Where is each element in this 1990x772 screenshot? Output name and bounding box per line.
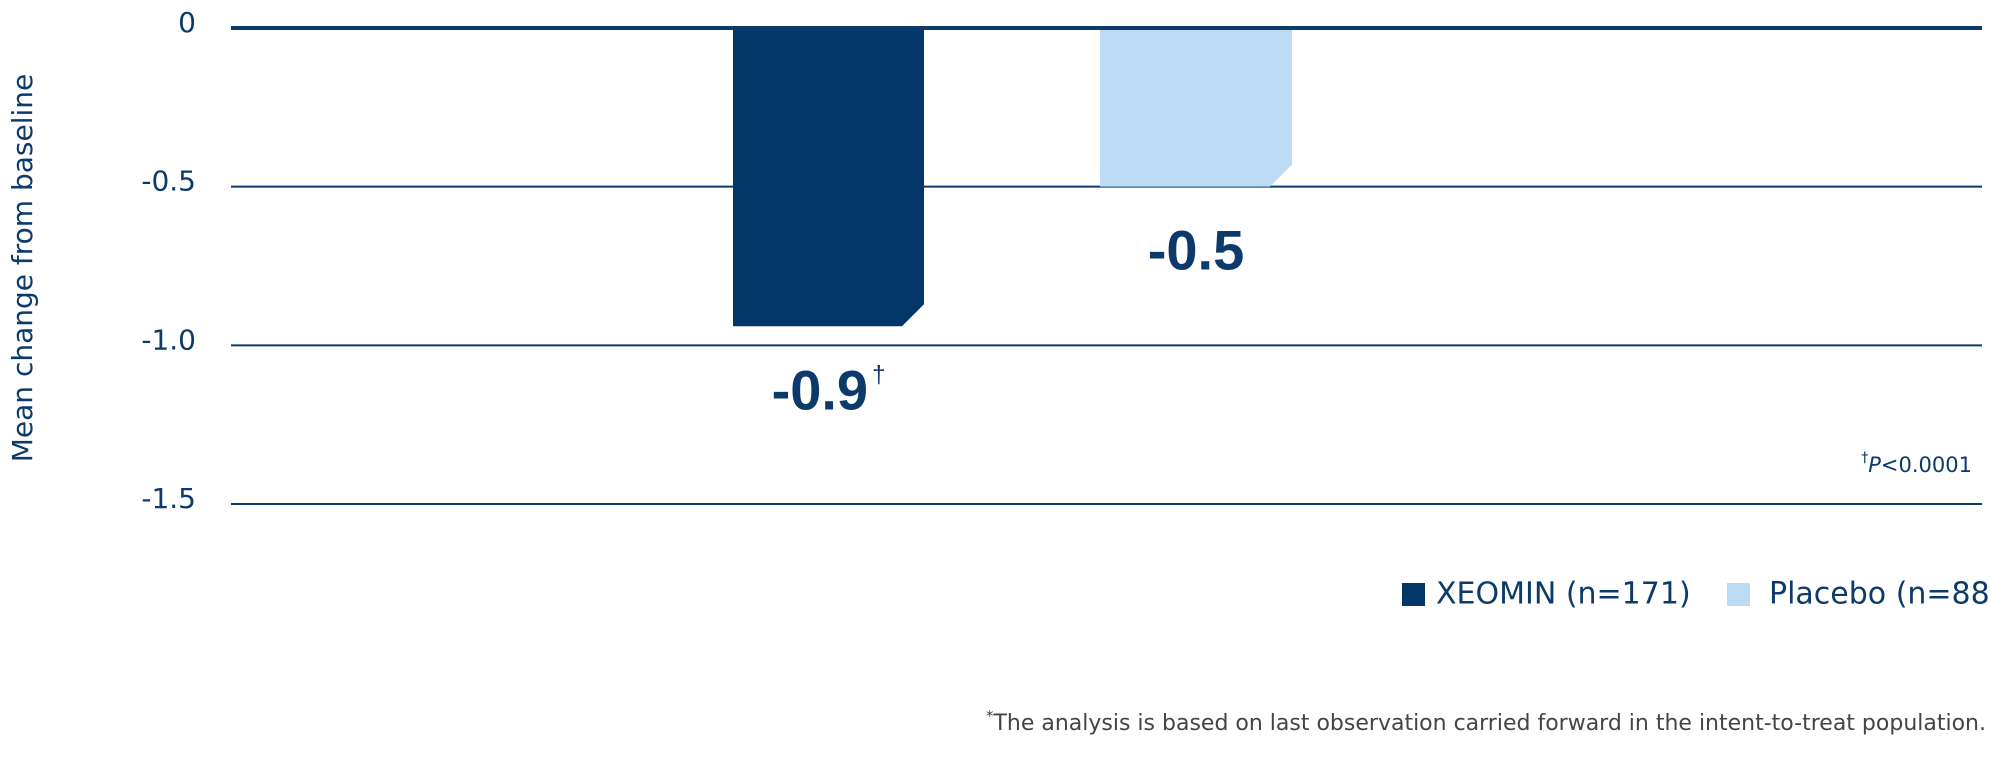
value-label: -0.9 † [772,358,886,421]
value-label-text: -0.5 [1148,218,1245,281]
note-mark: † [1861,450,1868,466]
legend-label: Placebo (n=88) [1769,577,1990,612]
y-tick-label: -0.5 [141,165,196,198]
note-symbol: P [1868,453,1881,477]
value-label: -0.5 [1148,218,1245,281]
value-label-mark: † [872,362,885,389]
footnote-text: The analysis is based on last observatio… [992,711,1986,736]
y-tick-label: 0 [178,6,196,39]
y-tick-label: -1.0 [141,323,196,356]
footnote: *The analysis is based on last observati… [986,707,1986,737]
note-text: <0.0001 [1881,453,1972,477]
y-axis-label: Mean change from baseline [6,74,39,462]
value-label-text: -0.9 [772,358,869,421]
footnote-mark: * [986,707,994,725]
legend-swatch [1402,583,1425,606]
bar [733,30,924,327]
y-tick-label: -1.5 [141,482,196,515]
legend-label: XEOMIN (n=171) [1436,577,1691,612]
legend-swatch [1727,583,1750,606]
significance-note: †P<0.0001 [1861,450,1972,477]
bar [1100,30,1292,187]
